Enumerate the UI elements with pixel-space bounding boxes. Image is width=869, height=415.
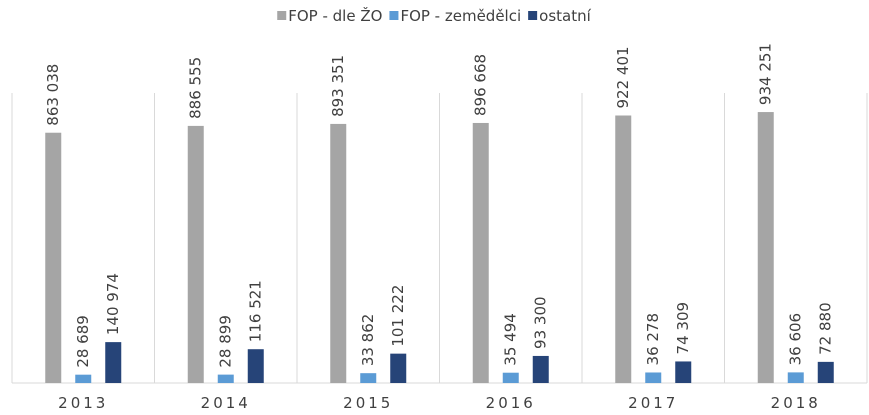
x-tick-label: 2017 [628, 394, 678, 412]
legend-label: FOP - zemědělci [400, 7, 521, 25]
data-label: 28 689 [74, 315, 92, 368]
data-label: 101 222 [389, 285, 407, 347]
data-label: 896 668 [472, 54, 490, 116]
data-label: 33 862 [359, 314, 377, 367]
data-label: 140 974 [104, 273, 122, 335]
data-label: 886 555 [187, 57, 205, 119]
data-label: 116 521 [247, 280, 265, 342]
bar [787, 372, 804, 383]
data-label: 28 899 [217, 315, 235, 368]
bar [390, 353, 407, 383]
data-label: 36 278 [644, 313, 662, 366]
bar [472, 122, 489, 383]
bar [247, 349, 264, 383]
legend-label: FOP - dle ŽO [288, 6, 382, 25]
data-label: 934 251 [757, 43, 775, 105]
bar [187, 125, 204, 383]
legend-swatch [528, 11, 538, 20]
data-label: 93 300 [532, 296, 550, 349]
data-label: 863 038 [44, 64, 62, 126]
data-label: 74 309 [674, 302, 692, 355]
data-label: 922 401 [614, 46, 632, 108]
data-label: 893 351 [329, 55, 347, 117]
x-tick-label: 2015 [343, 394, 393, 412]
x-tick-label: 2013 [58, 394, 108, 412]
x-tick-label: 2016 [486, 394, 536, 412]
bar [330, 123, 347, 383]
bar [105, 342, 122, 383]
bar [75, 374, 92, 383]
legend-swatch [277, 11, 287, 20]
bar [817, 361, 834, 383]
bar [675, 361, 692, 383]
legend-swatch [389, 11, 399, 20]
bar [217, 374, 234, 383]
x-tick-label: 2014 [201, 394, 251, 412]
bar [757, 112, 774, 384]
legend-label: ostatní [539, 7, 591, 25]
bar [615, 115, 632, 383]
x-tick-label: 2018 [771, 394, 821, 412]
bar [532, 355, 549, 383]
data-label: 35 494 [502, 313, 520, 366]
bar [645, 372, 662, 383]
bar [45, 132, 62, 383]
bar [502, 372, 519, 383]
bar [360, 373, 377, 383]
data-label: 36 606 [787, 313, 805, 366]
data-label: 72 880 [817, 302, 835, 355]
